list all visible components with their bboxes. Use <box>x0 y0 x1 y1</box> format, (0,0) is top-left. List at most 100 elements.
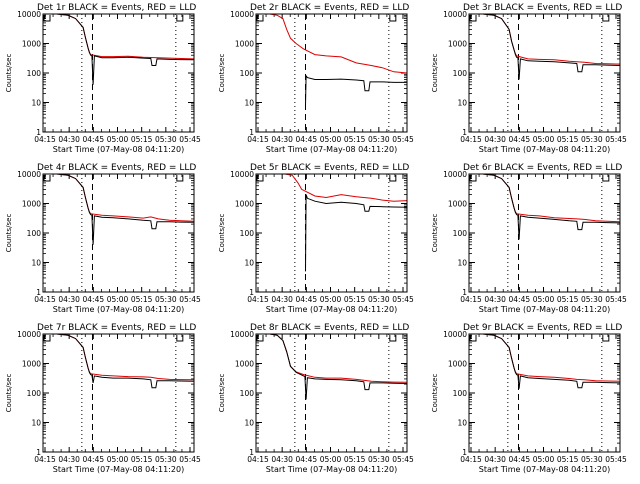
interval-bracket-marker <box>176 15 184 22</box>
interval-bracket-marker <box>389 175 397 182</box>
x-tick-label: 05:45 <box>392 135 414 144</box>
lld-series-line <box>43 14 194 60</box>
x-tick-label: 04:30 <box>58 135 80 144</box>
x-tick-label: 05:00 <box>107 455 129 464</box>
y-tick-label: 10 <box>31 419 41 428</box>
y-tick-label: 1 <box>249 128 254 137</box>
y-tick-label: 100 <box>27 229 42 238</box>
interval-bracket-marker <box>43 15 51 22</box>
y-tick-label: 10 <box>457 259 467 268</box>
y-tick-label: 10 <box>244 419 254 428</box>
detector-panel-5: Det 5r BLACK = Events, RED = LLD Counts/s… <box>218 163 414 314</box>
x-tick-label: 04:15 <box>460 135 482 144</box>
x-tick-label: 05:45 <box>605 295 627 304</box>
interval-bracket-marker <box>389 15 397 22</box>
y-tick-label: 1 <box>36 288 41 297</box>
x-tick-label: 05:15 <box>344 135 366 144</box>
x-tick-label: 05:15 <box>344 295 366 304</box>
plot-frame <box>42 333 195 453</box>
x-axis-label: Start Time (07-May-08 04:11:20) <box>53 305 184 314</box>
x-tick-label: 04:45 <box>83 135 105 144</box>
x-tick-label: 05:30 <box>368 135 390 144</box>
lld-series-line <box>256 174 407 202</box>
x-tick-label: 04:45 <box>83 295 105 304</box>
x-tick-label: 05:00 <box>320 135 342 144</box>
detector-panel-9: Det 9r BLACK = Events, RED = LLD Counts/s… <box>431 323 627 474</box>
y-tick-label: 100 <box>240 389 255 398</box>
x-axis-label: Start Time (07-May-08 04:11:20) <box>53 145 184 154</box>
interval-bracket-marker <box>602 175 610 182</box>
y-tick-label: 1000 <box>235 200 254 209</box>
events-series-line <box>305 74 407 106</box>
y-tick-label: 10000 <box>443 330 467 339</box>
x-tick-label: 05:30 <box>368 295 390 304</box>
x-tick-label: 05:15 <box>131 455 153 464</box>
y-tick-label: 1 <box>462 448 467 457</box>
interval-bracket-marker <box>469 175 477 182</box>
y-axis-label: Counts/sec <box>5 214 13 253</box>
panel-title: Det 2r BLACK = Events, RED = LLD <box>250 3 409 13</box>
x-axis-label: Start Time (07-May-08 04:11:20) <box>266 465 397 474</box>
interval-bracket-marker <box>389 335 397 342</box>
x-tick-label: 04:15 <box>460 455 482 464</box>
plot-frame <box>42 13 195 133</box>
y-tick-label: 1000 <box>22 40 41 49</box>
interval-bracket-marker <box>256 15 264 22</box>
lld-series-line <box>256 334 407 383</box>
x-tick-label: 05:30 <box>155 455 177 464</box>
events-series-line <box>256 334 407 400</box>
y-tick-label: 1 <box>36 128 41 137</box>
x-axis-label: Start Time (07-May-08 04:11:20) <box>266 305 397 314</box>
interval-bracket-marker <box>602 335 610 342</box>
panel-title: Det 9r BLACK = Events, RED = LLD <box>463 323 622 333</box>
x-tick-label: 05:15 <box>557 295 579 304</box>
panel-title: Det 6r BLACK = Events, RED = LLD <box>463 163 622 173</box>
x-tick-label: 05:15 <box>344 455 366 464</box>
y-axis-label: Counts/sec <box>218 374 226 413</box>
lld-series-line <box>469 174 620 223</box>
interval-bracket-marker <box>256 175 264 182</box>
x-tick-label: 05:15 <box>131 135 153 144</box>
x-tick-label: 04:30 <box>58 455 80 464</box>
x-tick-label: 04:30 <box>484 135 506 144</box>
interval-bracket-marker <box>256 335 264 342</box>
x-tick-label: 04:15 <box>34 455 56 464</box>
y-tick-label: 1000 <box>235 40 254 49</box>
panel-title: Det 5r BLACK = Events, RED = LLD <box>250 163 409 173</box>
events-series-line <box>43 174 194 245</box>
x-tick-label: 04:30 <box>484 295 506 304</box>
plot-frame <box>42 173 195 293</box>
x-tick-label: 05:15 <box>131 295 153 304</box>
x-tick-label: 04:15 <box>34 135 56 144</box>
y-axis-label: Counts/sec <box>5 374 13 413</box>
detector-panel-1: Det 1r BLACK = Events, RED = LLD Counts/s… <box>5 3 201 154</box>
interval-bracket-marker <box>469 335 477 342</box>
x-tick-label: 04:15 <box>34 295 56 304</box>
lld-series-line <box>43 334 194 381</box>
events-series-line <box>469 174 620 240</box>
y-tick-label: 100 <box>240 69 255 78</box>
plot-frame <box>468 173 621 293</box>
x-tick-label: 04:15 <box>247 455 269 464</box>
x-tick-label: 04:45 <box>296 135 318 144</box>
detector-panel-2: Det 2r BLACK = Events, RED = LLD Counts/s… <box>218 3 414 154</box>
y-tick-label: 1 <box>249 288 254 297</box>
x-tick-label: 05:15 <box>557 135 579 144</box>
interval-bracket-marker <box>602 15 610 22</box>
panel-title: Det 3r BLACK = Events, RED = LLD <box>463 3 622 13</box>
x-tick-label: 04:45 <box>509 135 531 144</box>
y-tick-label: 10000 <box>230 170 254 179</box>
y-tick-label: 1 <box>36 448 41 457</box>
detector-panel-6: Det 6r BLACK = Events, RED = LLD Counts/s… <box>431 163 627 314</box>
y-tick-label: 10000 <box>17 10 41 19</box>
y-tick-label: 10 <box>457 419 467 428</box>
plot-frame <box>255 333 408 453</box>
x-tick-label: 04:30 <box>271 455 293 464</box>
y-tick-label: 1 <box>462 128 467 137</box>
x-tick-label: 04:15 <box>460 295 482 304</box>
x-tick-label: 04:45 <box>509 455 531 464</box>
x-tick-label: 04:30 <box>271 295 293 304</box>
x-tick-label: 04:30 <box>484 455 506 464</box>
plot-frame <box>255 13 408 133</box>
